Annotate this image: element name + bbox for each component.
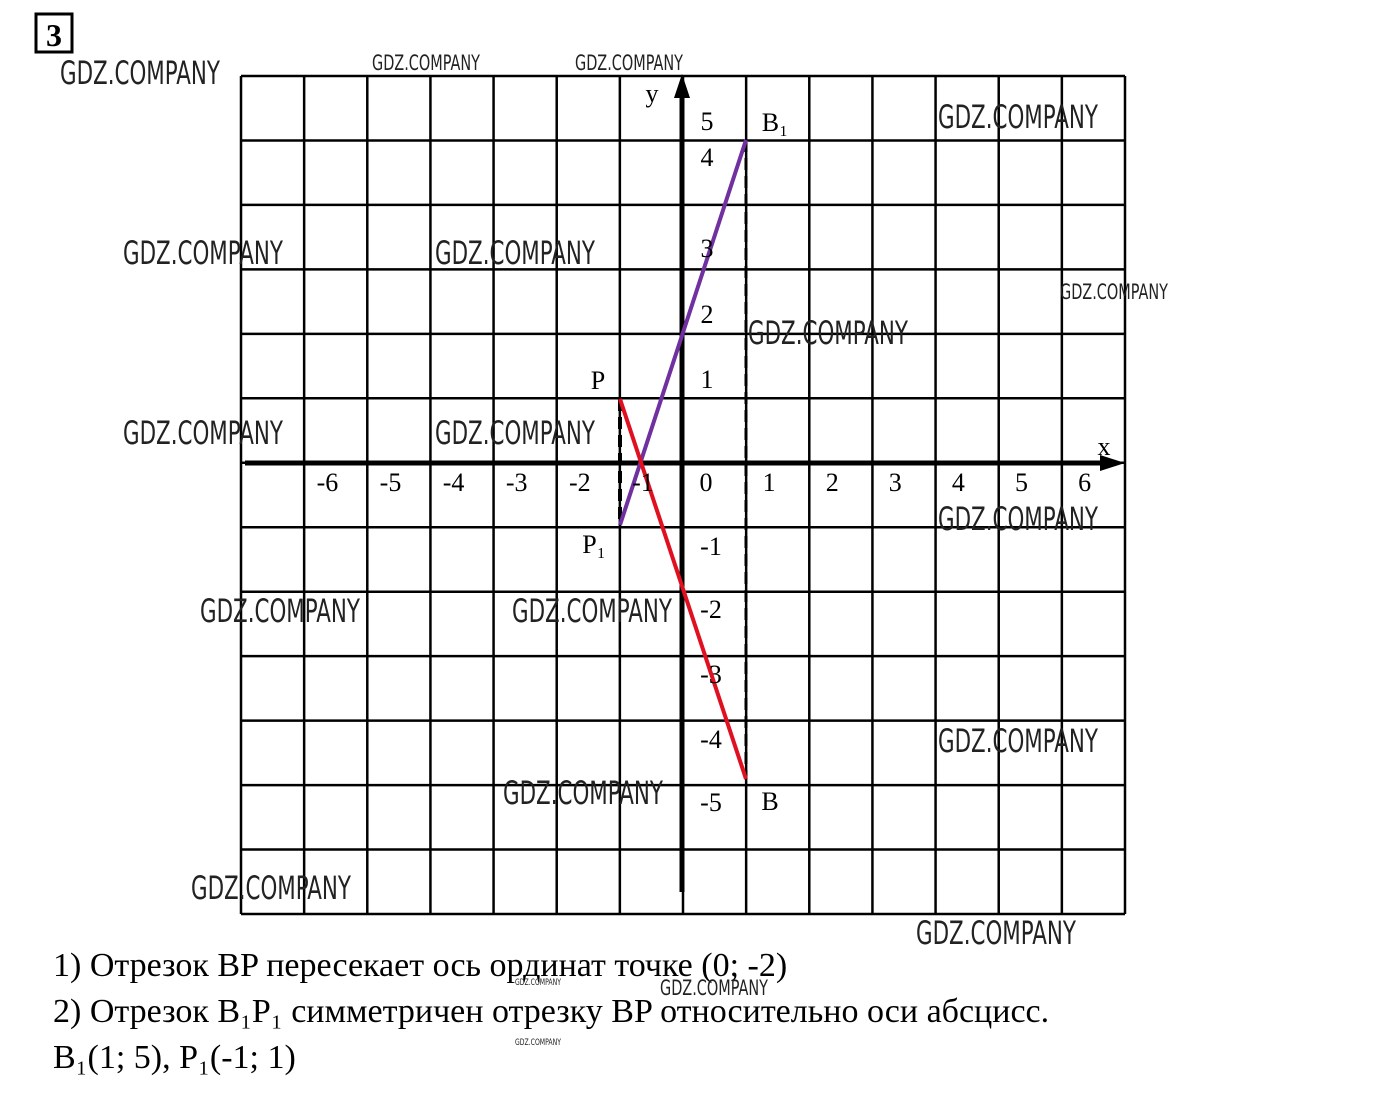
text-line: 2) Отрезок B₁P₁ симметричен отрезку BP о… bbox=[53, 993, 1049, 1030]
labels: x y -6 -5 -4 -3 -2 -1 0 1 2 3 4 5 6 5 4 3 2 1 -1 -2 -3 -4 -5 B₁ P P… bbox=[317, 79, 1111, 817]
x-tick-label: 6 bbox=[1078, 468, 1091, 497]
text-line: B₁(1; 5), P₁(-1; 1) bbox=[53, 1039, 296, 1076]
watermark: GDZ.COMPANY bbox=[435, 234, 595, 272]
y-tick-label: -5 bbox=[700, 788, 722, 817]
watermark: GDZ.COMPANY bbox=[503, 774, 663, 812]
watermark: GDZ.COMPANY bbox=[372, 51, 480, 75]
problem-number: 3 bbox=[46, 17, 62, 53]
point-label: B bbox=[761, 787, 778, 816]
watermark: GDZ.COMPANY bbox=[575, 51, 683, 75]
axis-label: y bbox=[646, 79, 659, 108]
watermark: GDZ.COMPANY bbox=[938, 500, 1098, 538]
watermark: GDZ.COMPANY bbox=[938, 98, 1098, 136]
y-tick-label: 4 bbox=[701, 143, 714, 172]
watermark: GDZ.COMPANY bbox=[916, 914, 1076, 952]
x-tick-label: -4 bbox=[443, 468, 465, 497]
problem-box bbox=[34, 12, 74, 54]
y-tick-label: 3 bbox=[701, 234, 714, 263]
x-tick-label: -6 bbox=[317, 468, 339, 497]
y-arrow bbox=[674, 74, 690, 98]
text-line: 1) Отрезок BP пересекает ось ординат точ… bbox=[53, 947, 787, 984]
y-tick-label: 1 bbox=[701, 365, 714, 394]
x-tick-label: 4 bbox=[952, 468, 965, 497]
point-label: P bbox=[591, 366, 605, 395]
x-tick-label: -2 bbox=[569, 468, 591, 497]
x-tick-label: 5 bbox=[1015, 468, 1028, 497]
x-tick-label: 0 bbox=[700, 468, 713, 497]
watermark: GDZ.COMPANY bbox=[515, 1038, 562, 1048]
grid bbox=[239, 74, 1127, 916]
watermark: GDZ.COMPANY bbox=[123, 414, 283, 452]
watermark: GDZ.COMPANY bbox=[1060, 280, 1168, 304]
y-tick-label: 2 bbox=[701, 300, 714, 329]
watermark: GDZ.COMPANY bbox=[123, 234, 283, 272]
watermark: GDZ.COMPANY bbox=[435, 414, 595, 452]
watermark: GDZ.COMPANY bbox=[512, 592, 672, 630]
y-tick-label: -4 bbox=[700, 725, 722, 754]
x-arrow bbox=[1100, 455, 1125, 471]
x-tick-label: -1 bbox=[632, 468, 654, 497]
figure bbox=[618, 139, 748, 780]
x-tick-label: 2 bbox=[826, 468, 839, 497]
watermark: GDZ.COMPANY bbox=[660, 976, 768, 1000]
y-tick-label: -3 bbox=[700, 660, 722, 689]
y-tick-label: 5 bbox=[701, 107, 714, 136]
y-tick-label: -2 bbox=[700, 595, 722, 624]
x-tick-label: 3 bbox=[889, 468, 902, 497]
watermark: GDZ.COMPANY bbox=[938, 722, 1098, 760]
watermarks: GDZ.COMPANY GDZ.COMPANY GDZ.COMPANY GDZ.COM… bbox=[60, 51, 1168, 1048]
point-label: B₁ bbox=[762, 108, 788, 137]
axis-label: x bbox=[1098, 432, 1111, 461]
x-tick-label: 1 bbox=[763, 468, 776, 497]
text: 1) Отрезок BP пересекает ось ординат точ… bbox=[53, 947, 1049, 1076]
watermark: GDZ.COMPANY bbox=[748, 314, 908, 352]
x-tick-label: -5 bbox=[380, 468, 402, 497]
y-tick-label: -1 bbox=[700, 532, 722, 561]
point-label: P₁ bbox=[582, 530, 606, 559]
watermark: GDZ.COMPANY bbox=[515, 978, 562, 988]
watermark: GDZ.COMPANY bbox=[60, 54, 220, 92]
watermark: GDZ.COMPANY bbox=[191, 869, 351, 907]
segment-bp bbox=[618, 398, 748, 780]
watermark: GDZ.COMPANY bbox=[200, 592, 360, 630]
x-tick-label: -3 bbox=[506, 468, 528, 497]
